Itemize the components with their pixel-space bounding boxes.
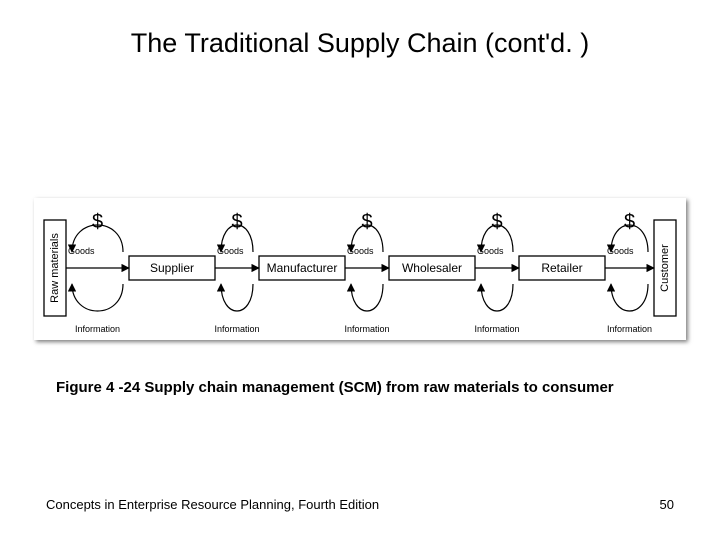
- scm-diagram: Raw materials Customer Supplier Manufacture…: [34, 198, 686, 340]
- dollar-label-4: $: [624, 211, 635, 233]
- node-label-supplier: Supplier: [150, 261, 194, 275]
- info-arrow-1: [221, 284, 253, 311]
- footer-source: Concepts in Enterprise Resource Planning…: [46, 497, 379, 512]
- dollar-label-0: $: [92, 211, 103, 233]
- info-label-3: Information: [474, 324, 519, 334]
- info-label-2: Information: [344, 324, 389, 334]
- info-arrow-4: [611, 284, 648, 311]
- figure-caption: Figure 4 -24 Supply chain management (SC…: [56, 378, 616, 398]
- node-label-retailer: Retailer: [541, 261, 582, 275]
- slide-title: The Traditional Supply Chain (cont'd. ): [0, 28, 720, 59]
- endpoint-label-customer: Customer: [659, 244, 671, 292]
- dollar-label-3: $: [491, 211, 502, 233]
- info-label-1: Information: [214, 324, 259, 334]
- dollar-label-2: $: [361, 211, 372, 233]
- scm-diagram-svg: Raw materials Customer Supplier Manufacture…: [34, 198, 686, 340]
- endpoint-label-raw: Raw materials: [49, 233, 61, 303]
- info-arrow-2: [351, 284, 383, 311]
- info-label-0: Information: [75, 324, 120, 334]
- dollar-label-1: $: [231, 211, 242, 233]
- node-label-wholesaler: Wholesaler: [402, 261, 462, 275]
- info-label-4: Information: [607, 324, 652, 334]
- info-arrow-0: [72, 284, 123, 311]
- info-arrow-3: [481, 284, 513, 311]
- footer-page-number: 50: [660, 497, 674, 512]
- node-label-manufacturer: Manufacturer: [267, 261, 338, 275]
